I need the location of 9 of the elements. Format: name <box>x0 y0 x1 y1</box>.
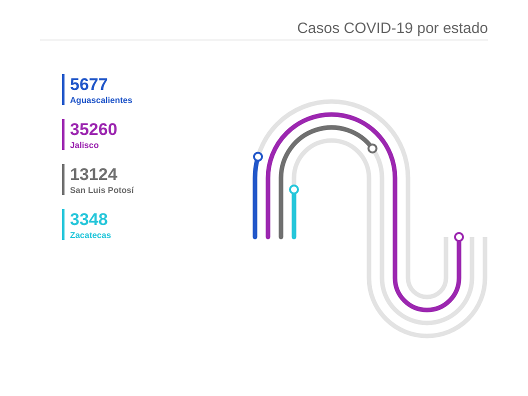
data-label: 35260 <box>70 120 118 139</box>
data-label: 3348 <box>70 210 108 229</box>
category-label: Aguascalientes <box>70 95 133 105</box>
data-label: 13124 <box>70 165 118 184</box>
category-label: Jalisco <box>70 140 99 150</box>
text: Casos COVID-19 por estado <box>297 20 488 37</box>
category-label: San Luis Potosí <box>70 185 134 195</box>
data-label: 5677 <box>70 75 108 94</box>
category-label: Zacatecas <box>70 230 112 240</box>
